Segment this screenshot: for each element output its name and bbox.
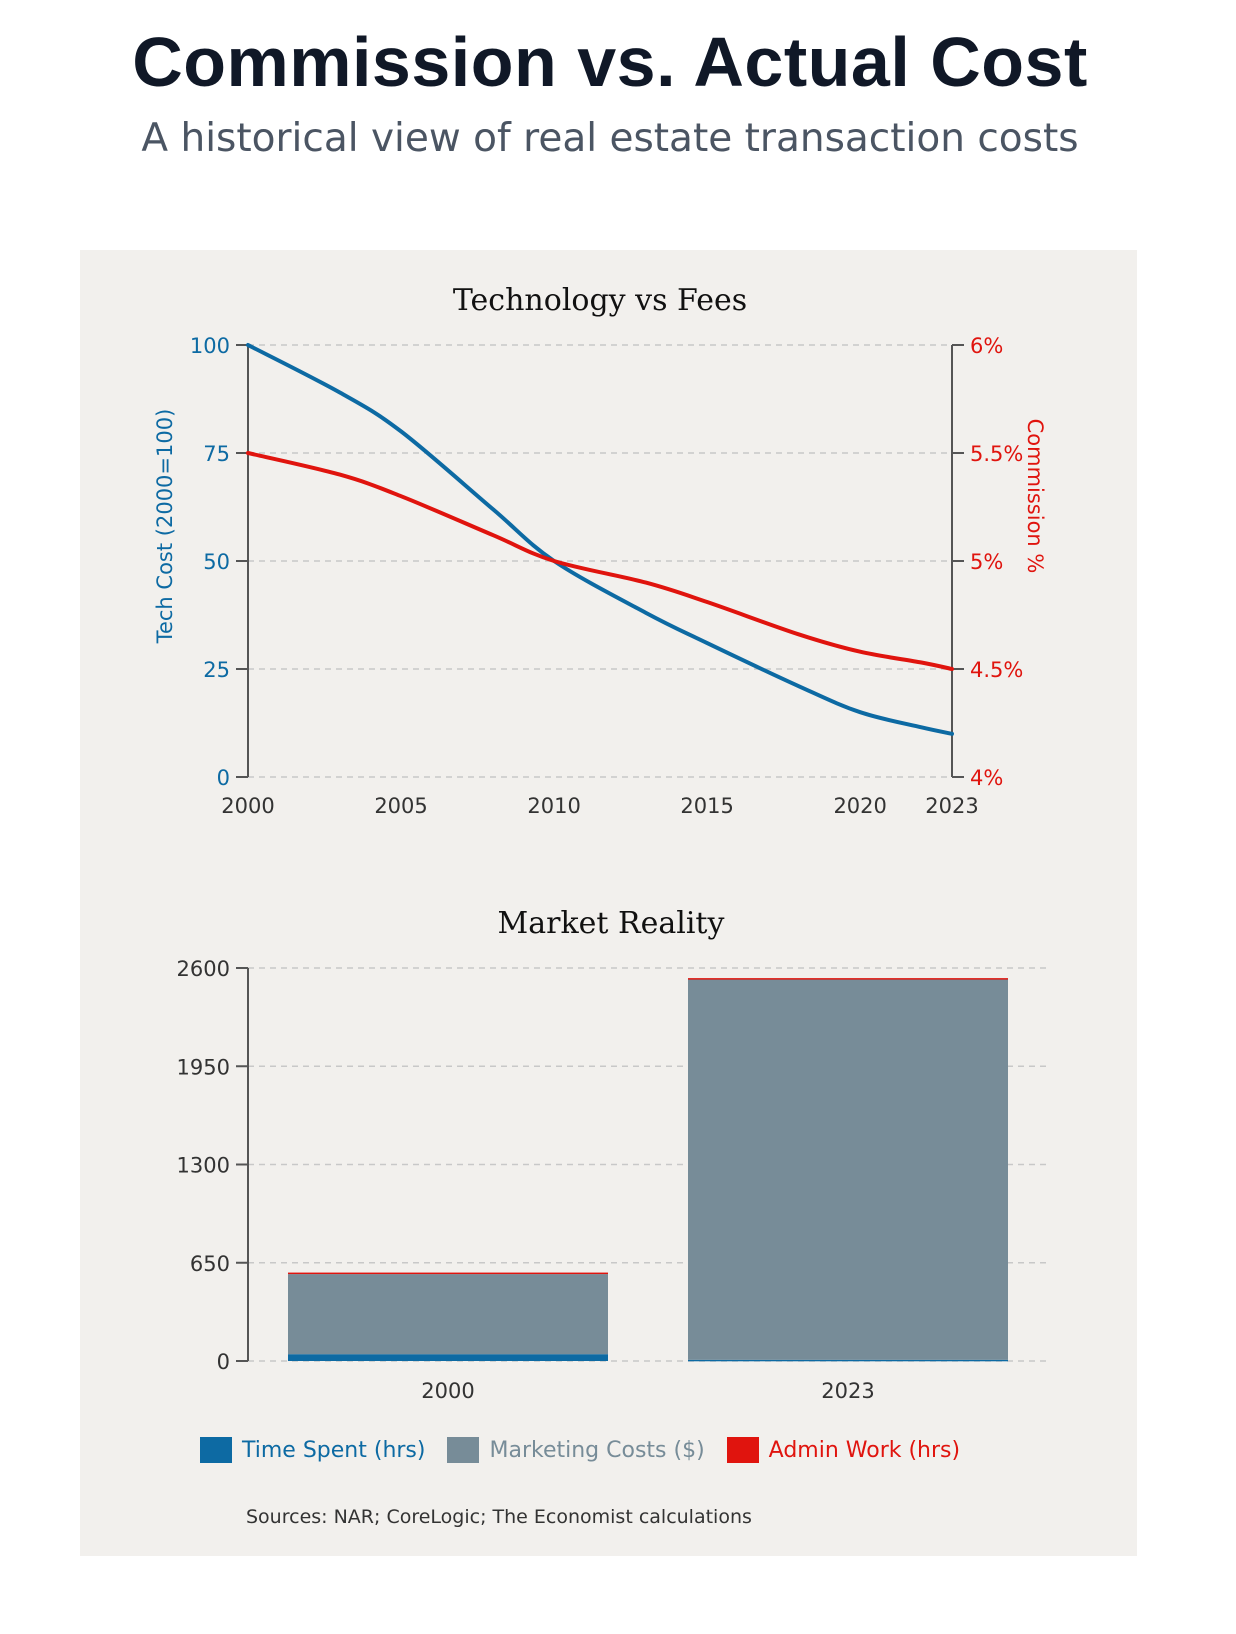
chart1-y-axis-label: Tech Cost (2000=100) (153, 409, 177, 645)
legend-label-admin-work: Admin Work (hrs) (768, 1437, 961, 1463)
chart2-bar-segment (688, 978, 1008, 1360)
chart2-y-tick-label: 0 (217, 1350, 230, 1374)
chart1-x-tick-label: 2023 (925, 794, 978, 818)
chart2-bar-segment (688, 978, 1008, 980)
chart2-bar-segment (288, 1272, 608, 1275)
chart1-y-tick-label: 25 (203, 658, 230, 682)
chart1-y2-tick-label: 4.5% (970, 658, 1023, 682)
legend: Time Spent (hrs) Marketing Costs ($) Adm… (200, 1430, 982, 1470)
source-note: Sources: NAR; CoreLogic; The Economist c… (246, 1506, 752, 1528)
chart1-y-tick-label: 0 (217, 766, 230, 790)
chart1-y2-axis-label: Commission % (1023, 419, 1047, 574)
chart1-y-tick-label: 50 (203, 550, 230, 574)
chart1-x-tick-label: 2000 (221, 794, 274, 818)
chart1-y2-tick-label: 5.5% (970, 442, 1023, 466)
chart2-bar-segment (288, 1274, 608, 1355)
chart1-x-tick-label: 2015 (680, 794, 733, 818)
chart1-x-tick-label: 2005 (374, 794, 427, 818)
legend-swatch-time-spent (200, 1437, 232, 1463)
page-subtitle: A historical view of real estate transac… (141, 116, 1079, 161)
legend-label-time-spent: Time Spent (hrs) (242, 1437, 426, 1463)
chart1-y-tick-label: 75 (203, 442, 230, 466)
legend-item-admin-work[interactable]: Admin Work (hrs) (726, 1437, 961, 1463)
chart1-y-tick-label: 100 (190, 334, 230, 358)
chart1-series-tech-cost-line (246, 343, 954, 736)
chart2-y-tick-label: 1300 (177, 1154, 230, 1178)
chart1-series-commission-line (246, 451, 954, 671)
chart2-bar-segment (288, 1354, 608, 1361)
chart2-title: Market Reality (498, 906, 725, 941)
chart1-title: Technology vs Fees (453, 283, 747, 318)
chart2-x-tick-label: 2000 (421, 1379, 474, 1403)
legend-swatch-admin-work (726, 1437, 759, 1463)
chart2-x-tick-label: 2023 (821, 1379, 874, 1403)
chart1-y2-tick-label: 5% (970, 550, 1003, 574)
legend-swatch-marketing-costs (447, 1437, 480, 1463)
legend-label-marketing-costs: Marketing Costs ($) (489, 1437, 705, 1463)
chart1-y2-tick-label: 4% (970, 766, 1003, 790)
chart2-y-tick-label: 2600 (177, 957, 230, 981)
chart1-x-tick-label: 2020 (833, 794, 886, 818)
page-title: Commission vs. Actual Cost (132, 23, 1088, 101)
chart2-y-tick-label: 650 (190, 1252, 230, 1276)
chart2-bar-segment (688, 1359, 1008, 1362)
chart1-x-tick-label: 2010 (527, 794, 580, 818)
chart2-y-tick-label: 1950 (177, 1055, 230, 1079)
legend-item-time-spent[interactable]: Time Spent (hrs) (200, 1437, 425, 1463)
legend-item-marketing-costs[interactable]: Marketing Costs ($) (447, 1437, 705, 1463)
chart1-y2-tick-label: 6% (970, 334, 1003, 358)
